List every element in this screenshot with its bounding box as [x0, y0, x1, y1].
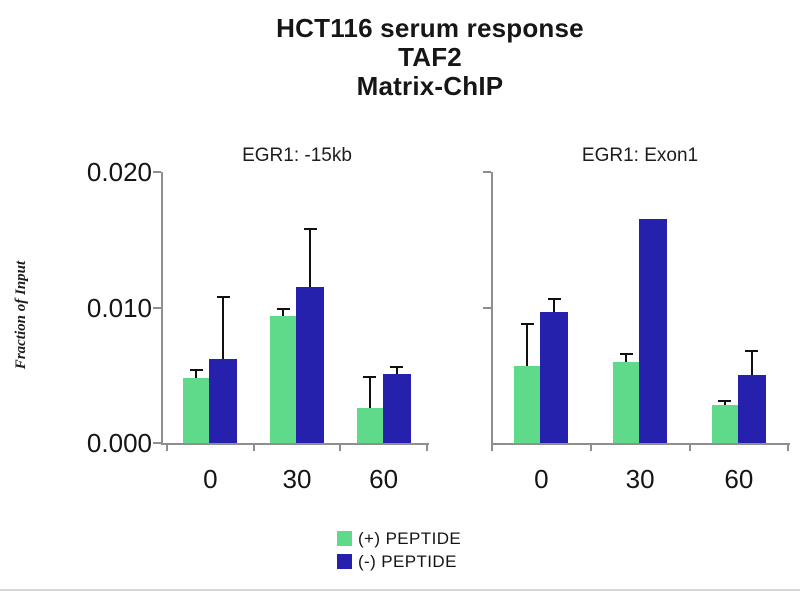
- y-axis-title: Fraction of Input: [13, 260, 29, 370]
- x-axis-tick: [252, 443, 255, 451]
- chart-title: HCT116 serum response TAF2 Matrix-ChIP: [60, 14, 800, 101]
- error-bar-stem: [750, 350, 753, 376]
- x-axis-tick: [166, 443, 168, 451]
- bar-minus-peptide: [296, 287, 324, 443]
- legend-label-plus-peptide: (+) PEPTIDE: [358, 528, 462, 548]
- legend-item-plus-peptide: (+) PEPTIDE: [337, 527, 461, 550]
- bar-plus-peptide: [270, 315, 296, 443]
- title-line-1: HCT116 serum response: [276, 13, 584, 43]
- x-axis-line: [161, 443, 429, 445]
- y-axis-line: [491, 172, 493, 445]
- error-bar-stem: [553, 299, 556, 312]
- panel-title-egr1-15kb: EGR1: -15kb: [242, 145, 352, 166]
- x-tick-label: 30: [282, 464, 312, 494]
- bar-plus-peptide: [183, 377, 210, 443]
- error-bar-stem: [368, 376, 371, 408]
- x-tick-label: 0: [534, 464, 549, 494]
- error-bar-cap: [363, 375, 377, 378]
- error-bar-cap: [189, 368, 203, 371]
- error-bar-stem: [309, 228, 311, 288]
- legend-label-minus-peptide: (-) PEPTIDE: [358, 551, 457, 571]
- error-bar-stem: [282, 308, 284, 316]
- y-tick-label: 0.010: [86, 292, 152, 323]
- legend-item-minus-peptide: (-) PEPTIDE: [337, 550, 461, 573]
- error-bar-cap: [303, 227, 317, 230]
- title-line-2: TAF2: [398, 42, 462, 72]
- image-bottom-border: [0, 589, 800, 591]
- error-bar-cap: [390, 366, 404, 369]
- bar-plus-peptide: [514, 365, 541, 443]
- x-axis-line: [491, 443, 790, 445]
- x-axis-tick: [426, 443, 428, 451]
- y-tick-label: 0.000: [86, 428, 152, 458]
- y-axis-tick: [153, 171, 161, 173]
- x-axis-tick: [787, 443, 790, 451]
- minus-peptide-swatch-icon: [337, 554, 352, 569]
- error-bar-stem: [723, 400, 726, 406]
- error-bar-cap: [520, 322, 534, 325]
- y-axis-tick: [153, 306, 161, 309]
- bar-minus-peptide: [639, 219, 668, 443]
- x-tick-label: 60: [724, 464, 754, 494]
- error-bar-cap: [745, 349, 759, 352]
- x-tick-label: 30: [625, 464, 655, 494]
- legend: (+) PEPTIDE (-) PEPTIDE: [337, 527, 461, 573]
- y-axis-line: [161, 172, 163, 445]
- error-bar-cap: [619, 352, 633, 355]
- panel-title-egr1-exon1: EGR1: Exon1: [581, 145, 699, 166]
- error-bar-stem: [395, 367, 398, 374]
- error-bar-stem: [222, 296, 225, 359]
- x-axis-tick: [491, 443, 493, 451]
- x-tick-label: 60: [369, 464, 399, 494]
- bar-minus-peptide: [737, 375, 766, 443]
- y-axis-tick: [483, 306, 491, 309]
- error-bar-stem: [195, 369, 198, 378]
- y-axis-tick: [483, 171, 491, 173]
- error-bar-cap: [547, 298, 561, 301]
- x-axis-tick: [688, 443, 691, 451]
- bar-minus-peptide: [382, 373, 411, 443]
- bar-plus-peptide: [711, 405, 738, 443]
- bar-plus-peptide: [613, 361, 640, 443]
- x-axis-tick: [339, 443, 342, 451]
- error-bar-stem: [526, 323, 529, 366]
- bar-minus-peptide: [540, 311, 569, 443]
- error-bar-stem: [625, 353, 628, 362]
- error-bar-cap: [276, 307, 290, 310]
- y-tick-label: 0.020: [86, 157, 152, 187]
- error-bar-cap: [718, 399, 732, 402]
- bar-minus-peptide: [209, 358, 238, 443]
- x-tick-label: 0: [203, 464, 218, 494]
- y-axis-tick: [153, 442, 161, 444]
- error-bar-cap: [216, 295, 230, 298]
- plus-peptide-swatch-icon: [337, 531, 352, 546]
- x-axis-tick: [589, 443, 592, 451]
- title-line-3: Matrix-ChIP: [356, 71, 504, 101]
- bar-plus-peptide: [356, 407, 383, 443]
